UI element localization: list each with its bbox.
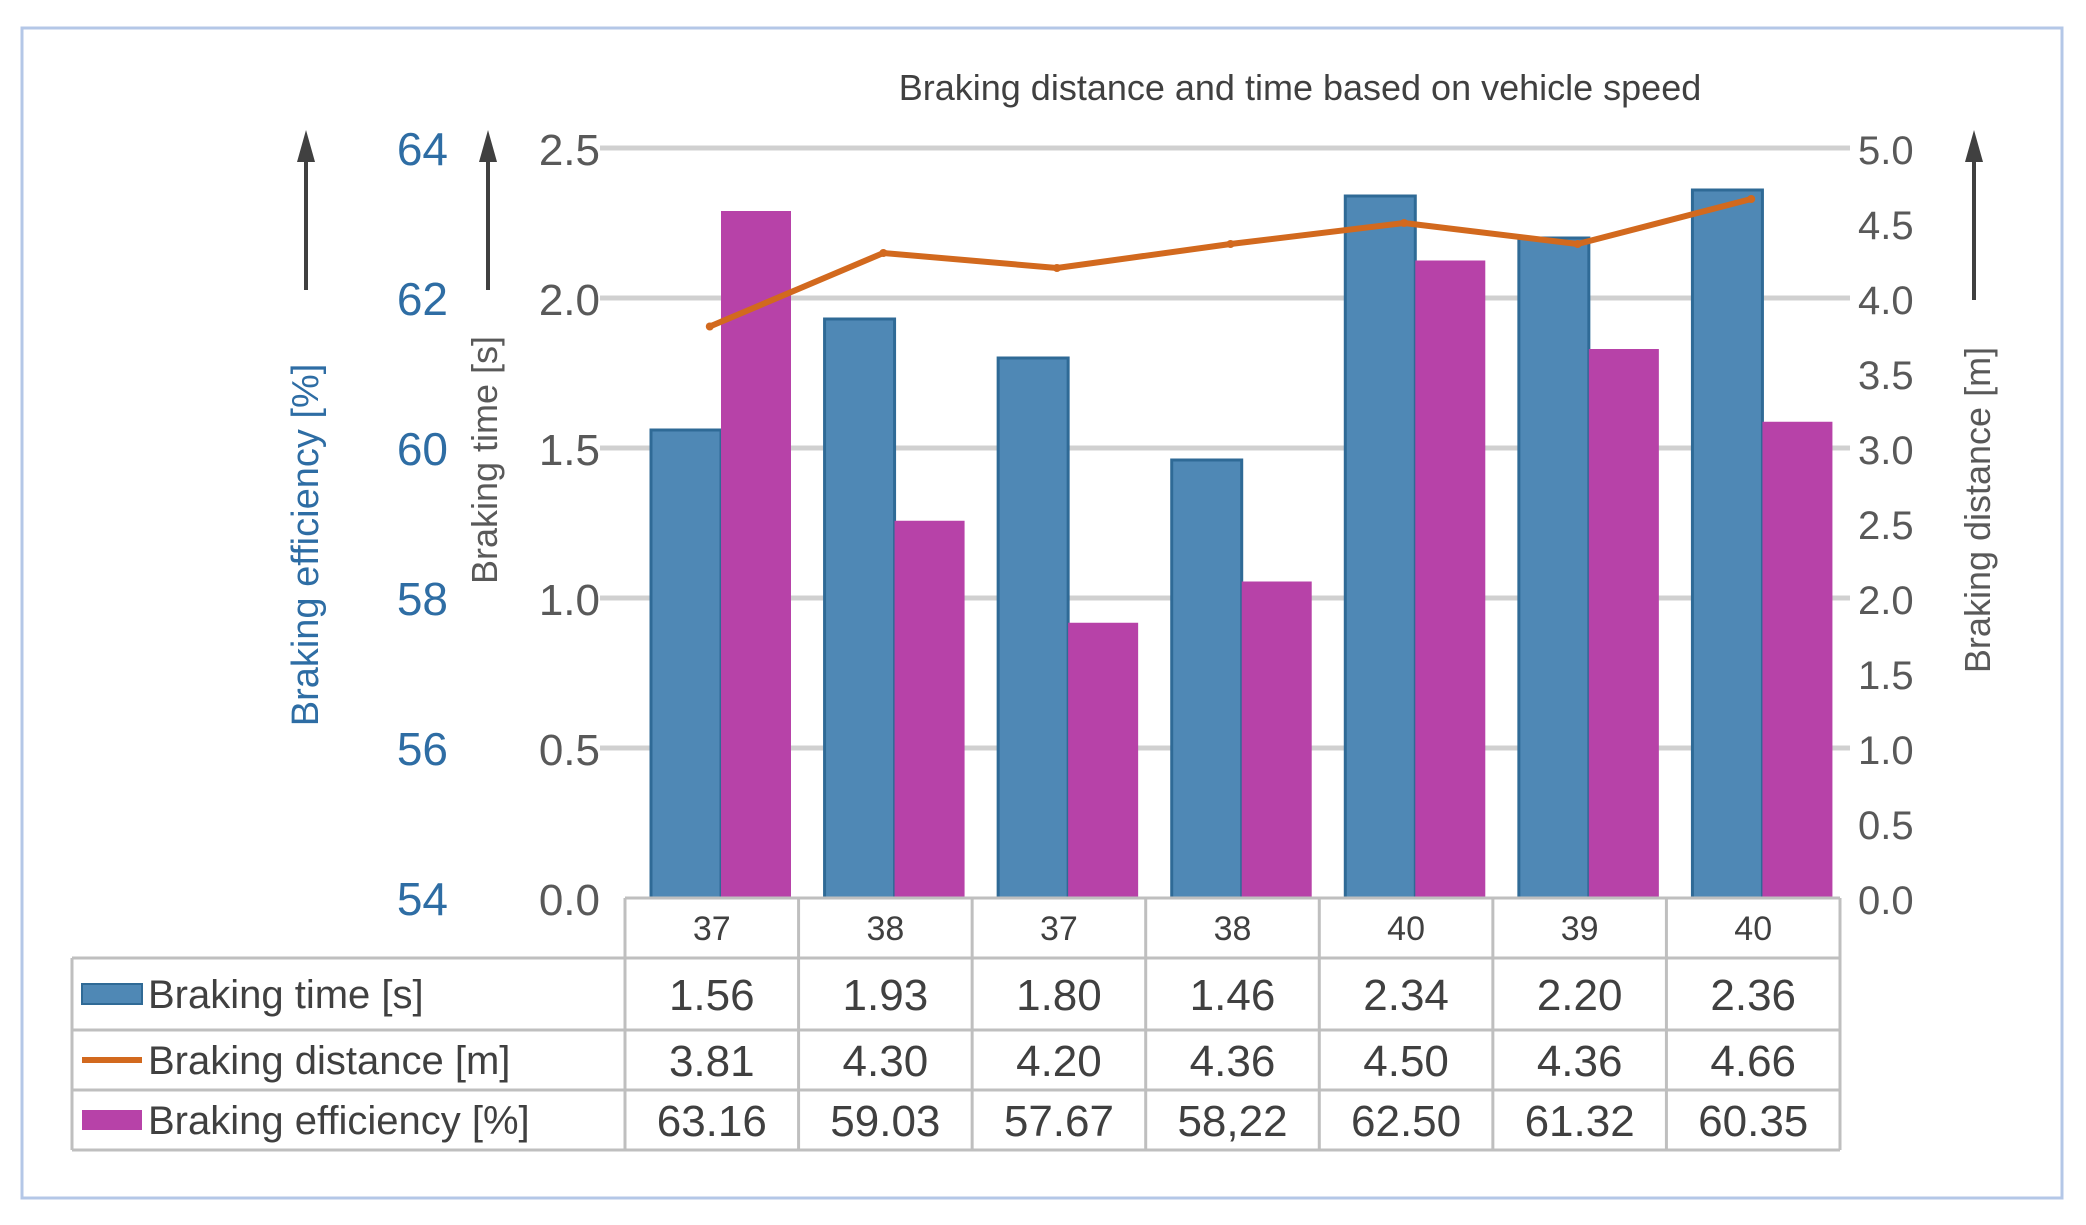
braking-distance-point [1400, 219, 1409, 227]
table-cell: 1.80 [1016, 971, 1102, 1020]
braking-distance-point [879, 249, 888, 257]
category-label: 37 [1040, 910, 1078, 948]
distance-tick-label: 2.5 [1858, 504, 1914, 548]
braking-time-bar [1343, 194, 1417, 900]
braking-time-bar [1517, 236, 1591, 900]
time-tick-label: 0.0 [539, 876, 600, 925]
table-cell: 1.46 [1190, 971, 1276, 1020]
table-cell: 4.30 [843, 1037, 929, 1086]
distance-tick-label: 3.5 [1858, 354, 1914, 398]
distance-axis-title: Braking distance [m] [1957, 347, 1998, 673]
efficiency-tick-label: 56 [397, 723, 448, 775]
braking-efficiency-bar [1068, 622, 1139, 898]
table-cell: 4.36 [1190, 1037, 1276, 1086]
table-cell: 58,22 [1177, 1097, 1287, 1146]
distance-tick-label: 5.0 [1858, 129, 1914, 173]
time-tick-label: 0.5 [539, 726, 600, 775]
line-marks [705, 195, 1756, 331]
braking-efficiency-bar [1241, 581, 1312, 898]
table-cell: 60.35 [1698, 1097, 1808, 1146]
efficiency-tick-label: 60 [397, 423, 448, 475]
table-cell: 59.03 [830, 1097, 940, 1146]
legend-label: Braking distance [m] [148, 1039, 510, 1083]
table-cell: 3.81 [669, 1037, 755, 1086]
distance-tick-label: 1.0 [1858, 729, 1914, 773]
table-cell: 4.66 [1710, 1037, 1796, 1086]
braking-efficiency-bar [894, 520, 965, 898]
category-label: 40 [1734, 910, 1772, 948]
efficiency-tick-label: 64 [397, 123, 448, 175]
efficiency-arrowhead-icon [297, 130, 315, 162]
braking-efficiency-bar [1762, 421, 1833, 898]
distance-tick-label: 0.5 [1858, 804, 1914, 848]
braking-time-bar [1170, 458, 1244, 900]
legend-label: Braking efficiency [%] [148, 1099, 530, 1143]
time-tick-label: 1.0 [539, 576, 600, 625]
time-tick-label: 2.0 [539, 276, 600, 325]
braking-efficiency-bar [721, 211, 791, 898]
braking-distance-point [1226, 240, 1235, 248]
braking-distance-point [1052, 264, 1061, 272]
braking-time-bar [1690, 188, 1764, 900]
category-label: 38 [1214, 910, 1252, 948]
table-cell: 2.36 [1710, 971, 1796, 1020]
table-cell: 1.56 [669, 971, 755, 1020]
braking-distance-point [1747, 195, 1756, 203]
braking-time-bar [649, 428, 723, 900]
braking-distance-point [1573, 240, 1582, 248]
time-tick-label: 1.5 [539, 426, 600, 475]
time-tick-label: 2.5 [539, 126, 600, 175]
table-cell: 2.20 [1537, 971, 1623, 1020]
table-cell: 61.32 [1525, 1097, 1635, 1146]
distance-tick-label: 0.0 [1858, 879, 1914, 923]
table-cell: 63.16 [657, 1097, 767, 1146]
chart-title: Braking distance and time based on vehic… [899, 67, 1702, 108]
distance-tick-label: 4.0 [1858, 279, 1914, 323]
distance-tick-label: 1.5 [1858, 654, 1914, 698]
distance-arrowhead-icon [1965, 130, 1983, 162]
bar-marks [649, 188, 1833, 900]
braking-efficiency-bar [1588, 349, 1659, 898]
braking-time-bar [823, 317, 897, 900]
distance-tick-label: 3.0 [1858, 429, 1914, 473]
axes: 54 56 58 60 62 64 Braking efficiency [%] 0.0 0.5… [285, 123, 1998, 925]
distance-tick-label: 4.5 [1858, 204, 1914, 248]
braking-time-legend-key [81, 983, 143, 1005]
efficiency-axis-title: Braking efficiency [%] [285, 364, 327, 727]
time-axis-title: Braking time [s] [464, 336, 505, 584]
table-cell: 1.93 [843, 971, 929, 1020]
braking-time-bar [996, 356, 1070, 900]
braking-distance-point [705, 322, 714, 331]
table-cell: 4.36 [1537, 1037, 1623, 1086]
data-table: 37 38 37 38 40 39 40 Braking time [s] 1.56 1.93 1.… [70, 896, 1842, 1152]
legend-label: Braking time [s] [148, 973, 424, 1017]
efficiency-tick-label: 62 [397, 273, 448, 325]
distance-tick-label: 2.0 [1858, 579, 1914, 623]
table-cell: 4.50 [1363, 1037, 1449, 1086]
category-label: 40 [1387, 910, 1425, 948]
braking-efficiency-legend-key [82, 1110, 142, 1130]
efficiency-tick-label: 54 [397, 873, 448, 925]
braking-efficiency-bar [1415, 260, 1486, 898]
category-label: 38 [866, 910, 904, 948]
table-cell: 4.20 [1016, 1037, 1102, 1086]
table-cell: 2.34 [1363, 971, 1449, 1020]
efficiency-tick-label: 58 [397, 573, 448, 625]
time-arrowhead-icon [479, 130, 497, 162]
table-cell: 57.67 [1004, 1097, 1114, 1146]
category-label: 39 [1561, 910, 1599, 948]
table-cell: 62.50 [1351, 1097, 1461, 1146]
category-label: 37 [693, 910, 731, 948]
